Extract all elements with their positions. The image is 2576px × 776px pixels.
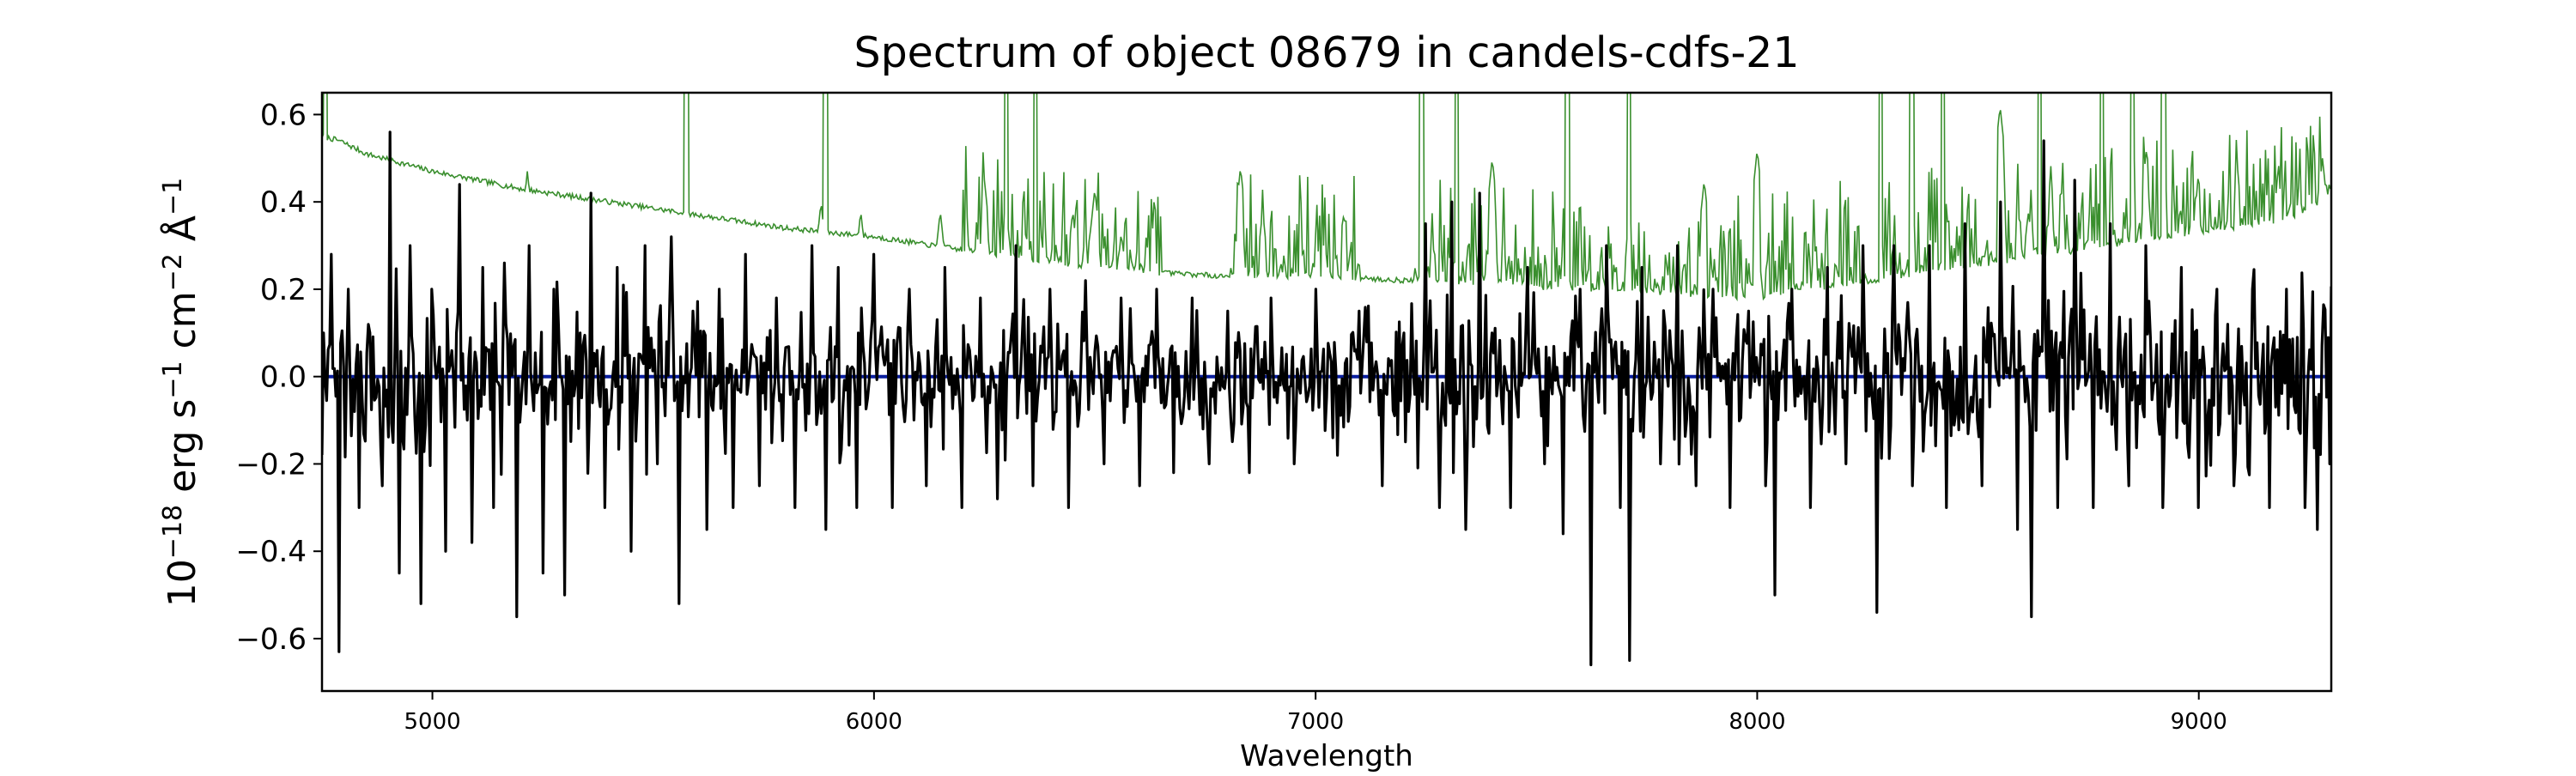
error-spectrum-line — [322, 93, 2331, 302]
x-tick-label: 7000 — [1287, 709, 1344, 735]
flux-spectrum-line — [322, 130, 2331, 667]
y-axis-label-sup4: −1 — [158, 178, 188, 215]
chart-title: Spectrum of object 08679 in candels-cdfs… — [854, 28, 1799, 77]
y-axis-label: 10−18 erg s−1 cm−2 Å−1 — [158, 178, 204, 607]
plot-frame — [320, 91, 2333, 693]
y-tick-label: −0.4 — [235, 535, 307, 569]
y-tick-label: 0.0 — [260, 361, 307, 395]
y-tick-label: −0.2 — [235, 447, 307, 482]
y-axis-label-part2: erg s — [161, 399, 204, 505]
x-tick-label: 6000 — [846, 709, 902, 735]
x-tick-label: 9000 — [2171, 709, 2227, 735]
y-axis-label-part3: cm — [161, 291, 204, 361]
y-axis-label-sup3: −2 — [158, 253, 188, 291]
y-axis-label-sup2: −1 — [158, 361, 188, 398]
y-axis-label-prefix: 10 — [161, 559, 204, 607]
y-tick-label: 0.6 — [260, 98, 307, 132]
y-axis-label-part4: Å — [159, 215, 204, 253]
y-tick-label: 0.4 — [260, 185, 307, 220]
x-tick-label: 8000 — [1728, 709, 1785, 735]
x-tick-label: 5000 — [404, 709, 460, 735]
y-tick-label: 0.2 — [260, 273, 307, 307]
x-axis-label: Wavelength — [1240, 739, 1413, 773]
y-tick-label: −0.6 — [235, 622, 307, 657]
y-axis-label-sup1: −18 — [158, 505, 188, 559]
